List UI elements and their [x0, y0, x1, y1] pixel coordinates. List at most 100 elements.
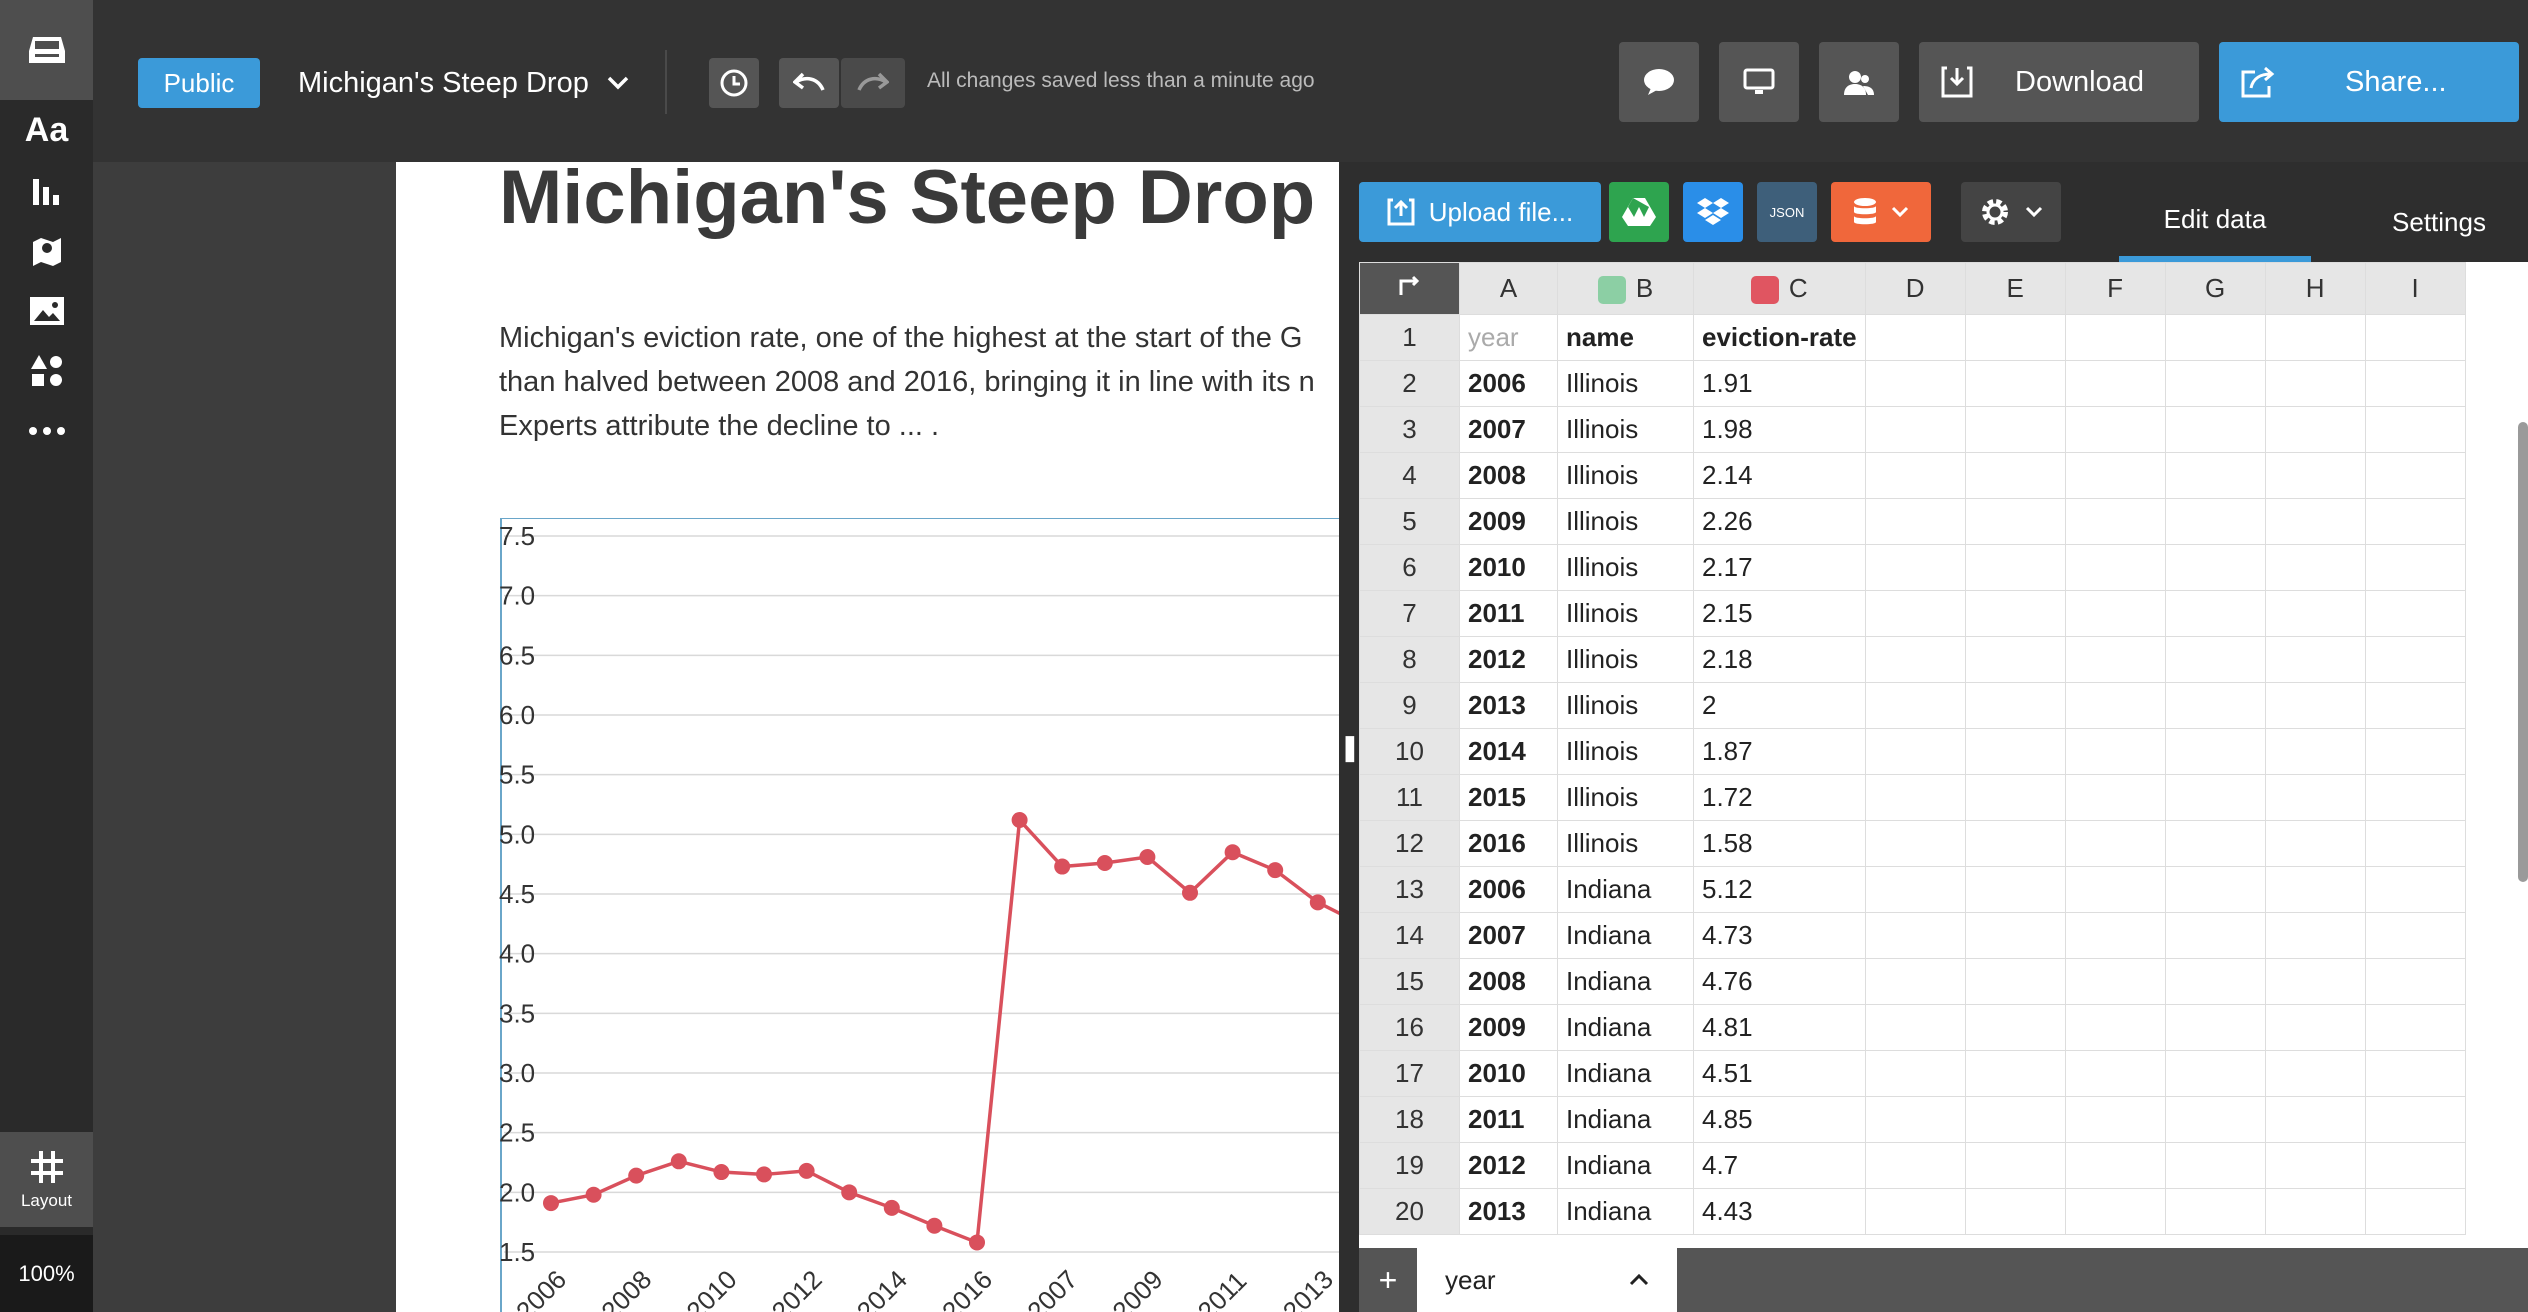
- project-title-dropdown[interactable]: Michigan's Steep Drop: [298, 60, 629, 106]
- grid-cell[interactable]: [2264, 682, 2366, 729]
- grid-cell[interactable]: [1864, 1096, 1966, 1143]
- column-header-d[interactable]: D: [1864, 262, 1966, 315]
- grid-cell[interactable]: [2364, 452, 2466, 499]
- grid-cell[interactable]: [1864, 958, 1966, 1005]
- tab-settings[interactable]: Settings: [2392, 206, 2486, 237]
- grid-cell[interactable]: [2264, 406, 2366, 453]
- grid-cell[interactable]: 4.81: [1693, 1004, 1866, 1051]
- row-number[interactable]: 1: [1359, 314, 1460, 361]
- row-number[interactable]: 10: [1359, 728, 1460, 775]
- row-number[interactable]: 4: [1359, 452, 1460, 499]
- grid-cell[interactable]: [2364, 1096, 2466, 1143]
- grid-cell[interactable]: [2164, 636, 2266, 683]
- grid-cell[interactable]: [2064, 360, 2166, 407]
- grid-cell[interactable]: [1964, 1096, 2066, 1143]
- grid-cell[interactable]: 1.98: [1693, 406, 1866, 453]
- grid-cell[interactable]: [2264, 590, 2366, 637]
- grid-cell[interactable]: [1964, 498, 2066, 545]
- story-page[interactable]: Michigan's Steep Drop Michigan's evictio…: [396, 162, 1339, 1312]
- grid-cell[interactable]: [2264, 498, 2366, 545]
- grid-cell[interactable]: 1.87: [1693, 728, 1866, 775]
- grid-cell[interactable]: [2364, 360, 2466, 407]
- grid-cell[interactable]: [1864, 544, 1966, 591]
- grid-cell[interactable]: [2064, 1004, 2166, 1051]
- grid-cell[interactable]: 2013: [1459, 682, 1558, 729]
- grid-cell[interactable]: [2264, 544, 2366, 591]
- grid-cell[interactable]: [2264, 912, 2366, 959]
- grid-cell[interactable]: [2364, 1004, 2466, 1051]
- grid-cell[interactable]: [1964, 682, 2066, 729]
- grid-cell[interactable]: [1964, 866, 2066, 913]
- image-tool-button[interactable]: [0, 263, 93, 358]
- grid-cell[interactable]: [2064, 1096, 2166, 1143]
- grid-cell[interactable]: [1864, 590, 1966, 637]
- row-number[interactable]: 20: [1359, 1188, 1460, 1235]
- grid-cell[interactable]: Illinois: [1557, 544, 1694, 591]
- grid-cell[interactable]: [1964, 912, 2066, 959]
- grid-cell[interactable]: 2006: [1459, 866, 1558, 913]
- grid-cell[interactable]: [2164, 452, 2266, 499]
- grid-cell[interactable]: [1964, 406, 2066, 453]
- grid-cell[interactable]: 4.73: [1693, 912, 1866, 959]
- grid-cell[interactable]: [1864, 498, 1966, 545]
- grid-cell[interactable]: [2064, 636, 2166, 683]
- grid-cell[interactable]: [2064, 774, 2166, 821]
- grid-cell[interactable]: 2009: [1459, 1004, 1558, 1051]
- grid-cell[interactable]: [2364, 636, 2466, 683]
- row-number[interactable]: 9: [1359, 682, 1460, 729]
- grid-cell[interactable]: [2164, 544, 2266, 591]
- comments-button[interactable]: [1619, 42, 1699, 122]
- grid-cell[interactable]: 2012: [1459, 1142, 1558, 1189]
- column-header-b[interactable]: B: [1557, 262, 1694, 315]
- grid-cell[interactable]: 2.26: [1693, 498, 1866, 545]
- grid-cell[interactable]: [2164, 406, 2266, 453]
- google-drive-button[interactable]: [1609, 182, 1669, 242]
- data-settings-button[interactable]: [1961, 182, 2061, 242]
- grid-cell[interactable]: 5.12: [1693, 866, 1866, 913]
- page-title[interactable]: Michigan's Steep Drop: [499, 162, 1316, 240]
- grid-cell[interactable]: [2064, 452, 2166, 499]
- grid-cell[interactable]: Illinois: [1557, 682, 1694, 729]
- grid-cell[interactable]: [1864, 1050, 1966, 1097]
- grid-cell[interactable]: [2264, 820, 2366, 867]
- grid-cell[interactable]: 2007: [1459, 406, 1558, 453]
- grid-cell[interactable]: [2364, 866, 2466, 913]
- grid-cell[interactable]: [1964, 1142, 2066, 1189]
- grid-cell[interactable]: [2164, 590, 2266, 637]
- grid-cell[interactable]: [1864, 1188, 1966, 1235]
- grid-cell[interactable]: Indiana: [1557, 1188, 1694, 1235]
- grid-cell[interactable]: [2364, 406, 2466, 453]
- column-header-h[interactable]: H: [2264, 262, 2366, 315]
- grid-cell[interactable]: 2: [1693, 682, 1866, 729]
- dropbox-button[interactable]: [1683, 182, 1743, 242]
- grid-cell[interactable]: [2364, 958, 2466, 1005]
- grid-cell[interactable]: eviction-rate: [1693, 314, 1866, 361]
- grid-cell[interactable]: 4.85: [1693, 1096, 1866, 1143]
- grid-cell[interactable]: [1864, 866, 1966, 913]
- row-number[interactable]: 13: [1359, 866, 1460, 913]
- redo-button[interactable]: [841, 58, 905, 108]
- grid-cell[interactable]: Illinois: [1557, 406, 1694, 453]
- grid-cell[interactable]: [2264, 1050, 2366, 1097]
- grid-cell[interactable]: [1864, 314, 1966, 361]
- undo-button[interactable]: [779, 58, 839, 108]
- column-header-c[interactable]: C: [1693, 262, 1866, 315]
- grid-cell[interactable]: [1964, 636, 2066, 683]
- grid-cell[interactable]: [1864, 774, 1966, 821]
- upload-file-button[interactable]: Upload file...: [1359, 182, 1601, 242]
- grid-cell[interactable]: 4.51: [1693, 1050, 1866, 1097]
- grid-cell[interactable]: Illinois: [1557, 452, 1694, 499]
- grid-cell[interactable]: 2.15: [1693, 590, 1866, 637]
- grid-cell[interactable]: [2064, 820, 2166, 867]
- grid-cell[interactable]: [1964, 774, 2066, 821]
- grid-cell[interactable]: 2.14: [1693, 452, 1866, 499]
- grid-cell[interactable]: [2164, 866, 2266, 913]
- grid-cell[interactable]: 2010: [1459, 544, 1558, 591]
- grid-cell[interactable]: Illinois: [1557, 728, 1694, 775]
- page-description[interactable]: Michigan's eviction rate, one of the hig…: [499, 316, 1339, 448]
- grid-cell[interactable]: 2013: [1459, 1188, 1558, 1235]
- column-header-e[interactable]: E: [1964, 262, 2066, 315]
- grid-cell[interactable]: 2006: [1459, 360, 1558, 407]
- grid-cell[interactable]: [2364, 1188, 2466, 1235]
